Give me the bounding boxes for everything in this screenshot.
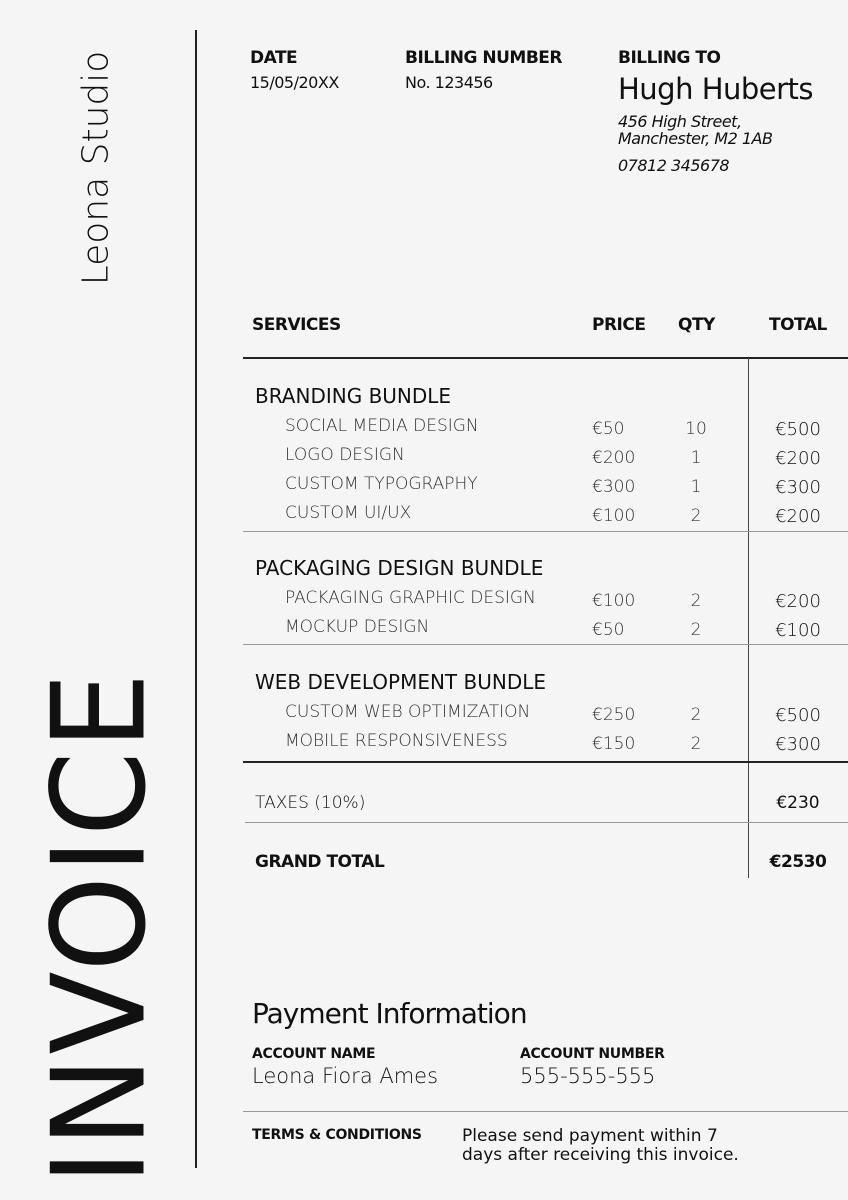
taxes-label: TAXES (10%) [255,793,366,813]
service-qty: 2 [690,734,702,754]
service-total: €300 [775,734,821,755]
account-name-value: Leona Fiora Ames [252,1064,439,1088]
address-line-2: Manchester, M2 1AB [618,129,773,148]
table-row: CUSTOM TYPOGRAPHY €300 1 €300 [0,474,848,498]
service-qty: 2 [690,620,702,640]
account-number-label: ACCOUNT NUMBER [520,1046,665,1062]
grand-total-row: GRAND TOTAL €2530 [0,852,848,874]
address-line-1: 456 High Street, [618,112,742,131]
service-price: €100 [592,506,636,526]
table-row: CUSTOM WEB OPTIMIZATION €250 2 €500 [0,702,848,726]
table-row: SOCIAL MEDIA DESIGN €50 10 €500 [0,416,848,440]
bundle-title: WEB DEVELOPMENT BUNDLE [0,670,848,694]
grand-total-value: €2530 [769,852,827,872]
service-total: €200 [775,506,821,527]
service-qty: 2 [690,705,702,725]
service-price: €100 [592,591,636,611]
date-value: 15/05/20XX [250,73,339,92]
billing-to-label: BILLING TO [618,48,721,68]
service-name: PACKAGING GRAPHIC DESIGN [285,588,536,608]
table-row: MOCKUP DESIGN €50 2 €100 [0,617,848,641]
service-total: €500 [775,705,821,726]
service-name: SOCIAL MEDIA DESIGN [285,416,479,436]
billing-number-label: BILLING NUMBER [405,48,562,68]
table-row: PACKAGING GRAPHIC DESIGN €100 2 €200 [0,588,848,612]
service-name: CUSTOM TYPOGRAPHY [285,474,478,494]
service-qty: 2 [690,591,702,611]
service-name: LOGO DESIGN [285,445,405,465]
service-name: MOCKUP DESIGN [285,617,430,637]
taxes-row: TAXES (10%) €230 [0,793,848,815]
service-total: €500 [775,419,821,440]
service-price: €250 [592,705,636,725]
billing-number-value: No. 123456 [405,73,493,92]
terms-text: Please send payment within 7 days after … [462,1127,739,1165]
service-price: €300 [592,477,636,497]
client-phone: 07812 345678 [618,156,730,175]
table-header-rule [243,357,848,359]
col-price: PRICE [592,315,646,335]
taxes-value: €230 [776,793,820,813]
terms-label: TERMS & CONDITIONS [252,1127,422,1143]
service-price: €200 [592,448,636,468]
service-price: €150 [592,734,636,754]
taxes-rule [245,822,848,823]
client-address: 456 High Street, Manchester, M2 1AB [618,112,773,148]
account-name-label: ACCOUNT NAME [252,1046,376,1062]
terms-line-2: days after receiving this invoice. [462,1145,739,1165]
bundle-title-text: PACKAGING DESIGN BUNDLE [255,556,544,580]
service-total: €100 [775,620,821,641]
client-name: Hugh Huberts [618,72,814,106]
service-qty: 1 [690,448,702,468]
service-price: €50 [592,419,625,439]
col-services: SERVICES [252,315,341,335]
group-rule [243,761,848,763]
bundle-title: PACKAGING DESIGN BUNDLE [0,556,848,580]
bundle-title: BRANDING BUNDLE [0,384,848,408]
group-rule [243,644,848,645]
payment-rule [243,1111,848,1112]
group-rule [243,531,848,532]
table-row: LOGO DESIGN €200 1 €200 [0,445,848,469]
col-qty: QTY [678,315,715,335]
service-qty: 1 [690,477,702,497]
bundle-title-text: WEB DEVELOPMENT BUNDLE [255,670,547,694]
col-total: TOTAL [769,315,827,335]
total-column-divider [748,358,749,878]
bundle-title-text: BRANDING BUNDLE [255,384,452,408]
terms-line-1: Please send payment within 7 [462,1126,718,1146]
service-name: MOBILE RESPONSIVENESS [285,731,508,751]
studio-name: Leona Studio [75,50,117,286]
service-qty: 10 [685,419,707,439]
service-price: €50 [592,620,625,640]
service-name: CUSTOM WEB OPTIMIZATION [285,702,531,722]
table-header: SERVICES PRICE QTY TOTAL [0,315,848,337]
payment-heading: Payment Information [252,997,528,1030]
date-label: DATE [250,48,298,68]
service-name: CUSTOM UI/UX [285,503,412,523]
grand-total-label: GRAND TOTAL [255,852,385,872]
table-row: MOBILE RESPONSIVENESS €150 2 €300 [0,731,848,755]
account-number-value: 555-555-555 [520,1064,656,1088]
service-qty: 2 [690,506,702,526]
divider-vertical [195,30,197,1168]
table-row: CUSTOM UI/UX €100 2 €200 [0,503,848,527]
service-total: €200 [775,591,821,612]
service-total: €200 [775,448,821,469]
service-total: €300 [775,477,821,498]
